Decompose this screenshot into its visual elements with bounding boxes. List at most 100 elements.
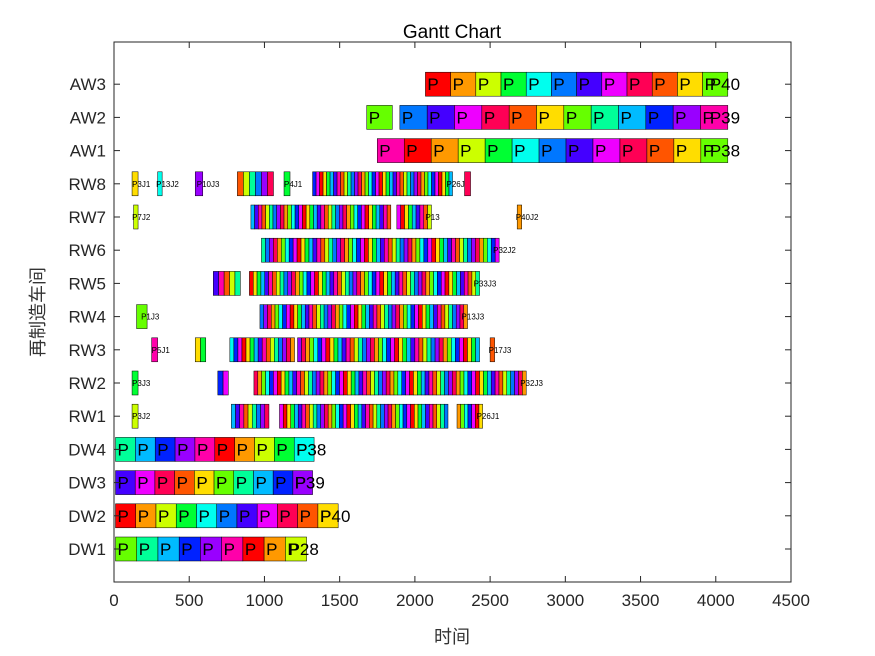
- task-bar: [264, 271, 269, 296]
- task-bar: [452, 370, 457, 396]
- task-bar: [434, 171, 439, 197]
- task-bar: [333, 171, 338, 197]
- task-bar: [283, 204, 288, 230]
- task-bar: [475, 271, 480, 296]
- task-bar: [274, 304, 280, 329]
- task-bar: [372, 237, 377, 263]
- task-bar: [364, 271, 369, 296]
- task-bar-label: P: [158, 507, 169, 526]
- task-bar: [300, 370, 305, 396]
- task-bar: [365, 403, 370, 429]
- task-end-label: P7J2: [132, 213, 151, 222]
- task-bar-label: P: [511, 108, 522, 127]
- task-bar: [483, 237, 488, 263]
- task-bar: [304, 237, 310, 263]
- task-bar: [364, 204, 369, 230]
- task-bar-label: P: [257, 440, 268, 459]
- task-bar: [282, 337, 287, 363]
- task-bar: [406, 271, 411, 296]
- y-tick-label: DW4: [68, 440, 106, 459]
- task-bar: [249, 337, 255, 363]
- task-end-label: P32J2: [493, 246, 516, 255]
- task-bar: [321, 337, 327, 363]
- task-bar: [394, 337, 399, 363]
- task-bar: [377, 138, 405, 163]
- task-bar: [279, 271, 285, 296]
- task-bar: [357, 337, 363, 363]
- task-bar: [290, 337, 295, 363]
- task-bar: [348, 271, 354, 296]
- task-bar: [514, 370, 519, 396]
- task-bar: [301, 337, 306, 363]
- task-bar-label: P: [300, 507, 311, 526]
- task-bar-label: P: [181, 540, 192, 559]
- task-bar-label: P: [369, 108, 380, 127]
- task-bar: [265, 337, 271, 363]
- x-axis: 0 500 1000 1500 2000 2500 3000 3500 4000 4500: [109, 42, 810, 610]
- task-bar: [338, 304, 344, 329]
- task-bar: [304, 370, 309, 396]
- task-bar: [292, 370, 297, 396]
- task-bar: [426, 105, 455, 130]
- task-bar: [257, 370, 262, 396]
- task-bar: [460, 403, 465, 429]
- task-bar: [257, 337, 263, 363]
- task-bar: [293, 437, 315, 462]
- task-bar: [434, 337, 440, 363]
- task-bar: [433, 271, 438, 296]
- task-bar: [511, 138, 540, 163]
- task-bar: [222, 370, 229, 396]
- task-bar: [320, 237, 326, 263]
- task-bar: [280, 204, 285, 230]
- task-bar: [329, 271, 335, 296]
- task-bar: [429, 403, 434, 429]
- task-bar: [417, 403, 423, 429]
- task-bar: [263, 304, 268, 329]
- task-bar: [484, 138, 513, 163]
- task-bar: [375, 171, 380, 197]
- task-bar: [463, 237, 468, 263]
- task-bar: [385, 171, 390, 197]
- task-bar: [251, 403, 257, 429]
- x-tick-label: 2000: [396, 591, 434, 610]
- task-bar: [239, 403, 245, 429]
- task-bar: [372, 204, 377, 230]
- task-bar: [272, 271, 277, 296]
- task-bar: [256, 271, 262, 296]
- task-bar: [425, 271, 430, 296]
- task-bar: [378, 171, 383, 197]
- task-bar: [339, 403, 344, 429]
- task-bar: [356, 237, 361, 263]
- task-bar: [368, 237, 373, 263]
- task-bar: [265, 237, 270, 263]
- task-bar: [433, 304, 438, 329]
- task-bar: [323, 370, 329, 396]
- task-bar: [369, 304, 374, 329]
- task-bar: [325, 337, 331, 363]
- task-bar: [456, 271, 461, 296]
- task-bar: [339, 204, 344, 230]
- task-bar: [280, 370, 286, 396]
- task-bar-label: P: [255, 474, 266, 493]
- task-bar: [395, 304, 400, 329]
- task-bar: [425, 403, 430, 429]
- task-bar: [435, 237, 440, 263]
- task-bar: [261, 237, 266, 263]
- task-bar-label: P: [239, 507, 250, 526]
- task-bar: [397, 370, 402, 396]
- task-bar: [471, 337, 476, 363]
- y-tick-label: DW1: [68, 540, 106, 559]
- task-bar: [273, 237, 278, 263]
- task-bar: [421, 403, 426, 429]
- task-bar: [249, 271, 254, 296]
- task-bar: [261, 337, 267, 363]
- task-bar: [360, 271, 365, 296]
- task-bar: [386, 204, 392, 230]
- task-bar: [494, 237, 500, 263]
- task-bar-label: P: [629, 75, 640, 94]
- task-bar: [409, 370, 414, 396]
- task-bar: [243, 403, 249, 429]
- task-bar: [350, 204, 355, 230]
- task-bar: [700, 105, 729, 130]
- task-bar: [626, 71, 653, 97]
